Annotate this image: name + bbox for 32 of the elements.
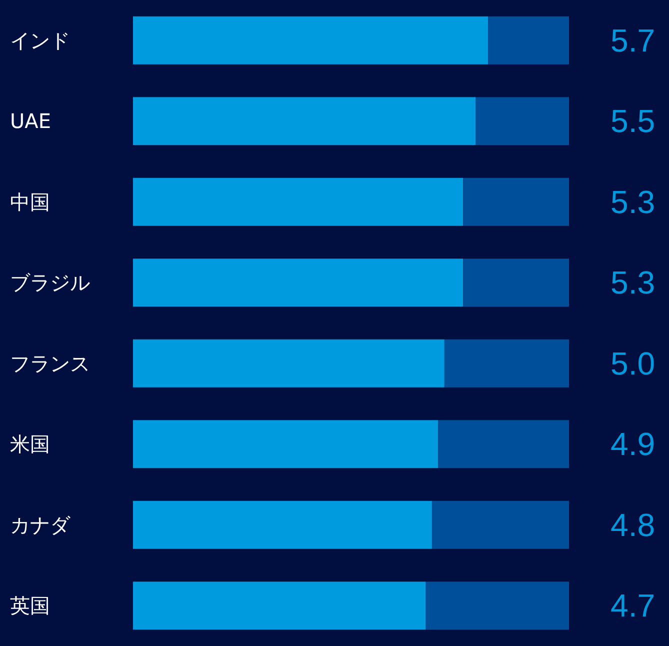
bar <box>432 500 569 549</box>
bar <box>463 178 569 226</box>
y-tick-label: 中国 <box>10 190 50 214</box>
data-label: 5.3 <box>610 264 655 301</box>
bar <box>133 258 464 307</box>
data-label: 4.7 <box>610 588 655 624</box>
bar <box>444 339 569 388</box>
bar <box>133 16 488 64</box>
data-label: 4.9 <box>610 426 655 462</box>
y-tick-label: インド <box>10 28 70 52</box>
data-label: 5.3 <box>610 184 655 220</box>
bar <box>438 420 569 468</box>
y-tick-label: 英国 <box>10 594 50 618</box>
bar <box>133 178 464 226</box>
y-tick-label: カナダ <box>10 512 71 537</box>
bar <box>133 339 444 388</box>
data-label: 4.8 <box>610 506 655 543</box>
data-label: 5.0 <box>610 345 655 382</box>
y-tick-label: UAE <box>10 109 51 134</box>
data-label: 5.7 <box>610 22 655 58</box>
y-tick-label: ブラジル <box>10 270 90 295</box>
bar <box>426 582 569 630</box>
bar <box>133 582 426 630</box>
bar <box>488 16 569 64</box>
bar <box>133 500 432 549</box>
bar <box>463 258 569 307</box>
bar <box>476 97 569 146</box>
bar <box>133 97 476 146</box>
y-tick-label: フランス <box>10 351 90 376</box>
bar <box>133 420 438 468</box>
data-label: 5.5 <box>610 103 655 140</box>
y-tick-label: 米国 <box>10 432 50 456</box>
